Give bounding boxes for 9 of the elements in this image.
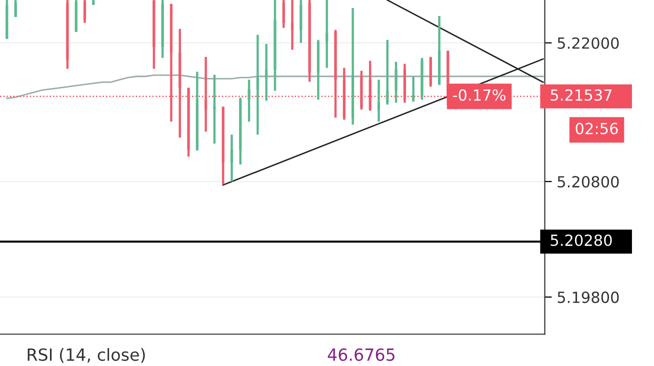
- text: 46.6765: [328, 348, 394, 361]
- y-tick-label: 5.19800: [558, 292, 619, 304]
- y-tick-label: 5.22000: [558, 37, 619, 49]
- ref-line-label: 5.21537: [550, 89, 612, 101]
- text: 02:56: [576, 122, 618, 134]
- annotation: -0.17%: [453, 89, 506, 101]
- ref-line-label: 5.20280: [550, 234, 612, 246]
- y-tick-label: 5.20800: [558, 176, 619, 188]
- text: RSI (14, close): [28, 348, 145, 363]
